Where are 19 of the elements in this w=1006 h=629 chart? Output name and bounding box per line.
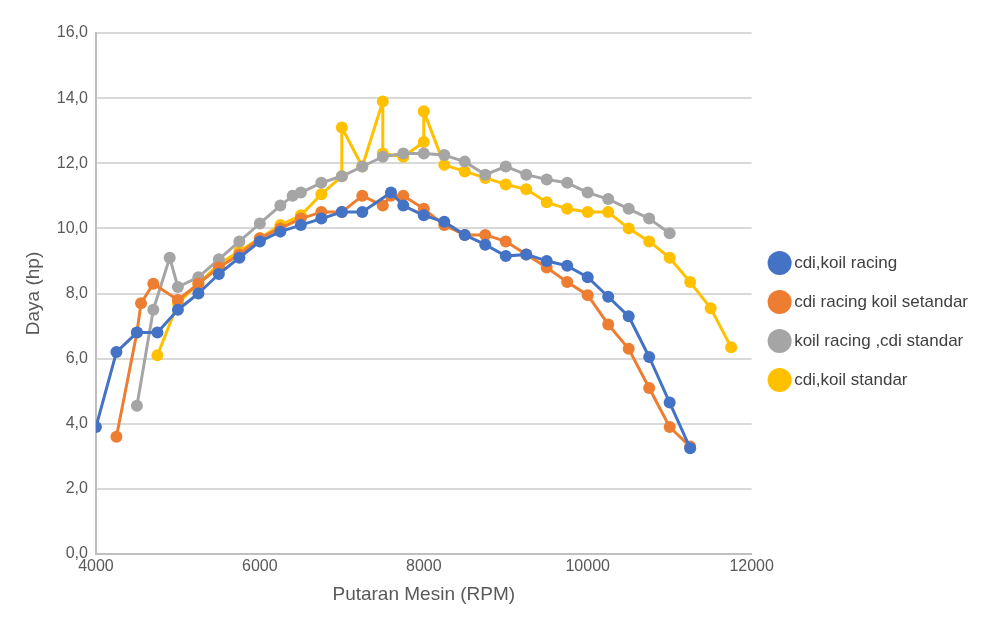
legend-label: cdi,koil racing (794, 252, 898, 272)
x-tick-label: 6000 (242, 557, 278, 575)
y-axis-title: Daya (hp) (21, 251, 43, 336)
x-tick-label: 4000 (78, 557, 114, 575)
y-tick-label: 10,0 (56, 218, 89, 236)
x-axis-title: Putaran Mesin (RPM) (332, 582, 516, 604)
y-tick-label: 12,0 (56, 153, 89, 171)
y-tick-label: 2,0 (65, 479, 89, 497)
legend-label: koil racing ,cdi standar (794, 330, 964, 350)
y-tick-label: 16,0 (56, 23, 89, 41)
y-tick-label: 6,0 (65, 349, 89, 367)
y-tick-label: 8,0 (65, 283, 89, 301)
legend-label: cdi racing koil setandar (794, 291, 969, 311)
y-tick-label: 4,0 (65, 414, 89, 432)
x-tick-label: 12000 (729, 557, 774, 575)
legend-label: cdi,koil standar (794, 369, 908, 389)
x-tick-label: 8000 (405, 557, 442, 575)
x-tick-label: 10000 (565, 557, 611, 575)
y-tick-label: 14,0 (56, 88, 89, 106)
